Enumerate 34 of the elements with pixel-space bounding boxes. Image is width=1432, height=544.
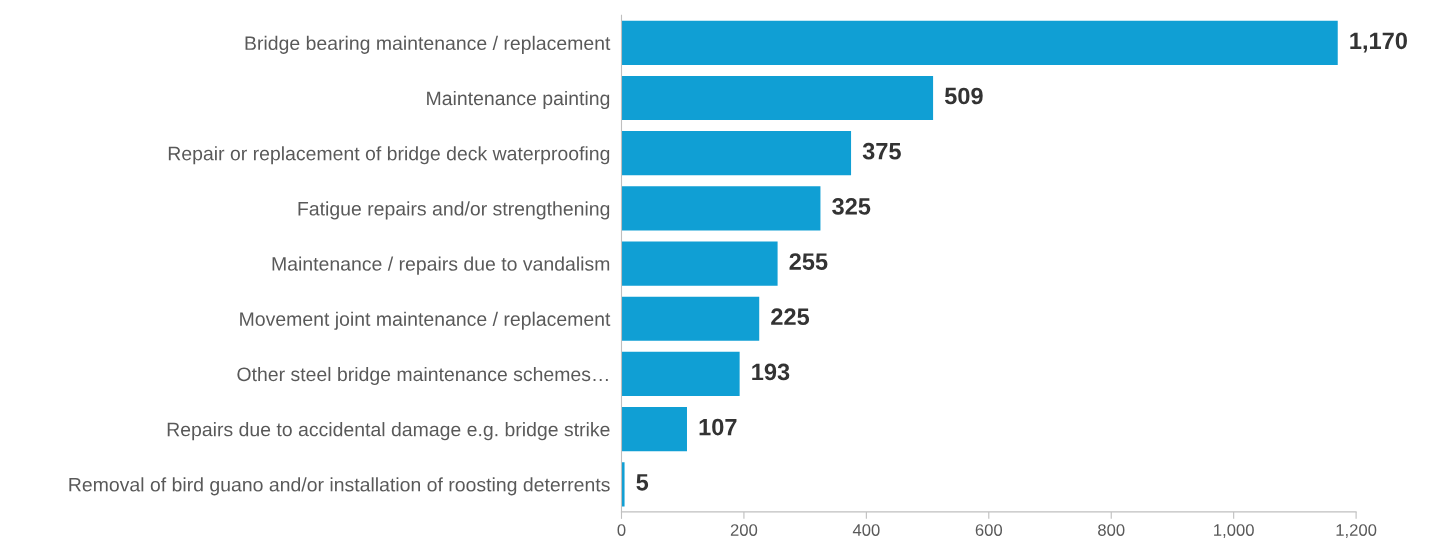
data-label: 325 [832, 198, 871, 215]
data-label: 107 [699, 418, 737, 436]
x-tick-label: 0 [617, 524, 626, 536]
x-tick-label: 200 [730, 524, 758, 536]
bar [621, 462, 625, 507]
bar [621, 407, 687, 452]
x-tick-label: 1,200 [1336, 524, 1377, 538]
bar [621, 75, 934, 121]
data-label: 375 [862, 142, 901, 160]
bar [621, 351, 740, 397]
x-tick-label: 600 [975, 524, 1003, 536]
y-tick-label: Removal of bird guano and/or installation of roosting deterrents [69, 477, 610, 496]
y-tick-label: Bridge bearing maintenance / replacement [245, 35, 611, 54]
data-label: 5 [636, 474, 649, 491]
data-label: 225 [771, 308, 810, 326]
data-label: 255 [789, 253, 828, 270]
data-label: 193 [752, 363, 790, 381]
bar [621, 131, 852, 176]
x-tick-label: 400 [852, 524, 880, 536]
bar [621, 296, 760, 341]
y-tick-label: Repairs due to accidental damage e.g. bridge strike [167, 422, 610, 441]
data-label: 1,170 [1350, 32, 1407, 53]
bar [621, 20, 1338, 65]
y-tick-label: Movement joint maintenance / replacement [240, 311, 611, 330]
y-tick-label: Fatigue repairs and/or strengthening [298, 201, 610, 220]
y-tick-label: Repair or replacement of bridge deck waterproofing [168, 146, 610, 165]
y-tick-label: Maintenance painting [427, 90, 610, 110]
y-tick-label: Maintenance / repairs due to vandalism [272, 256, 610, 275]
data-label: 509 [944, 87, 983, 105]
bar [621, 241, 778, 286]
x-tick-label: 1,000 [1214, 524, 1254, 538]
x-tick-label: 800 [1098, 524, 1125, 536]
y-tick-label: Other steel bridge maintenance schemes… [237, 366, 608, 386]
bar [621, 186, 821, 231]
